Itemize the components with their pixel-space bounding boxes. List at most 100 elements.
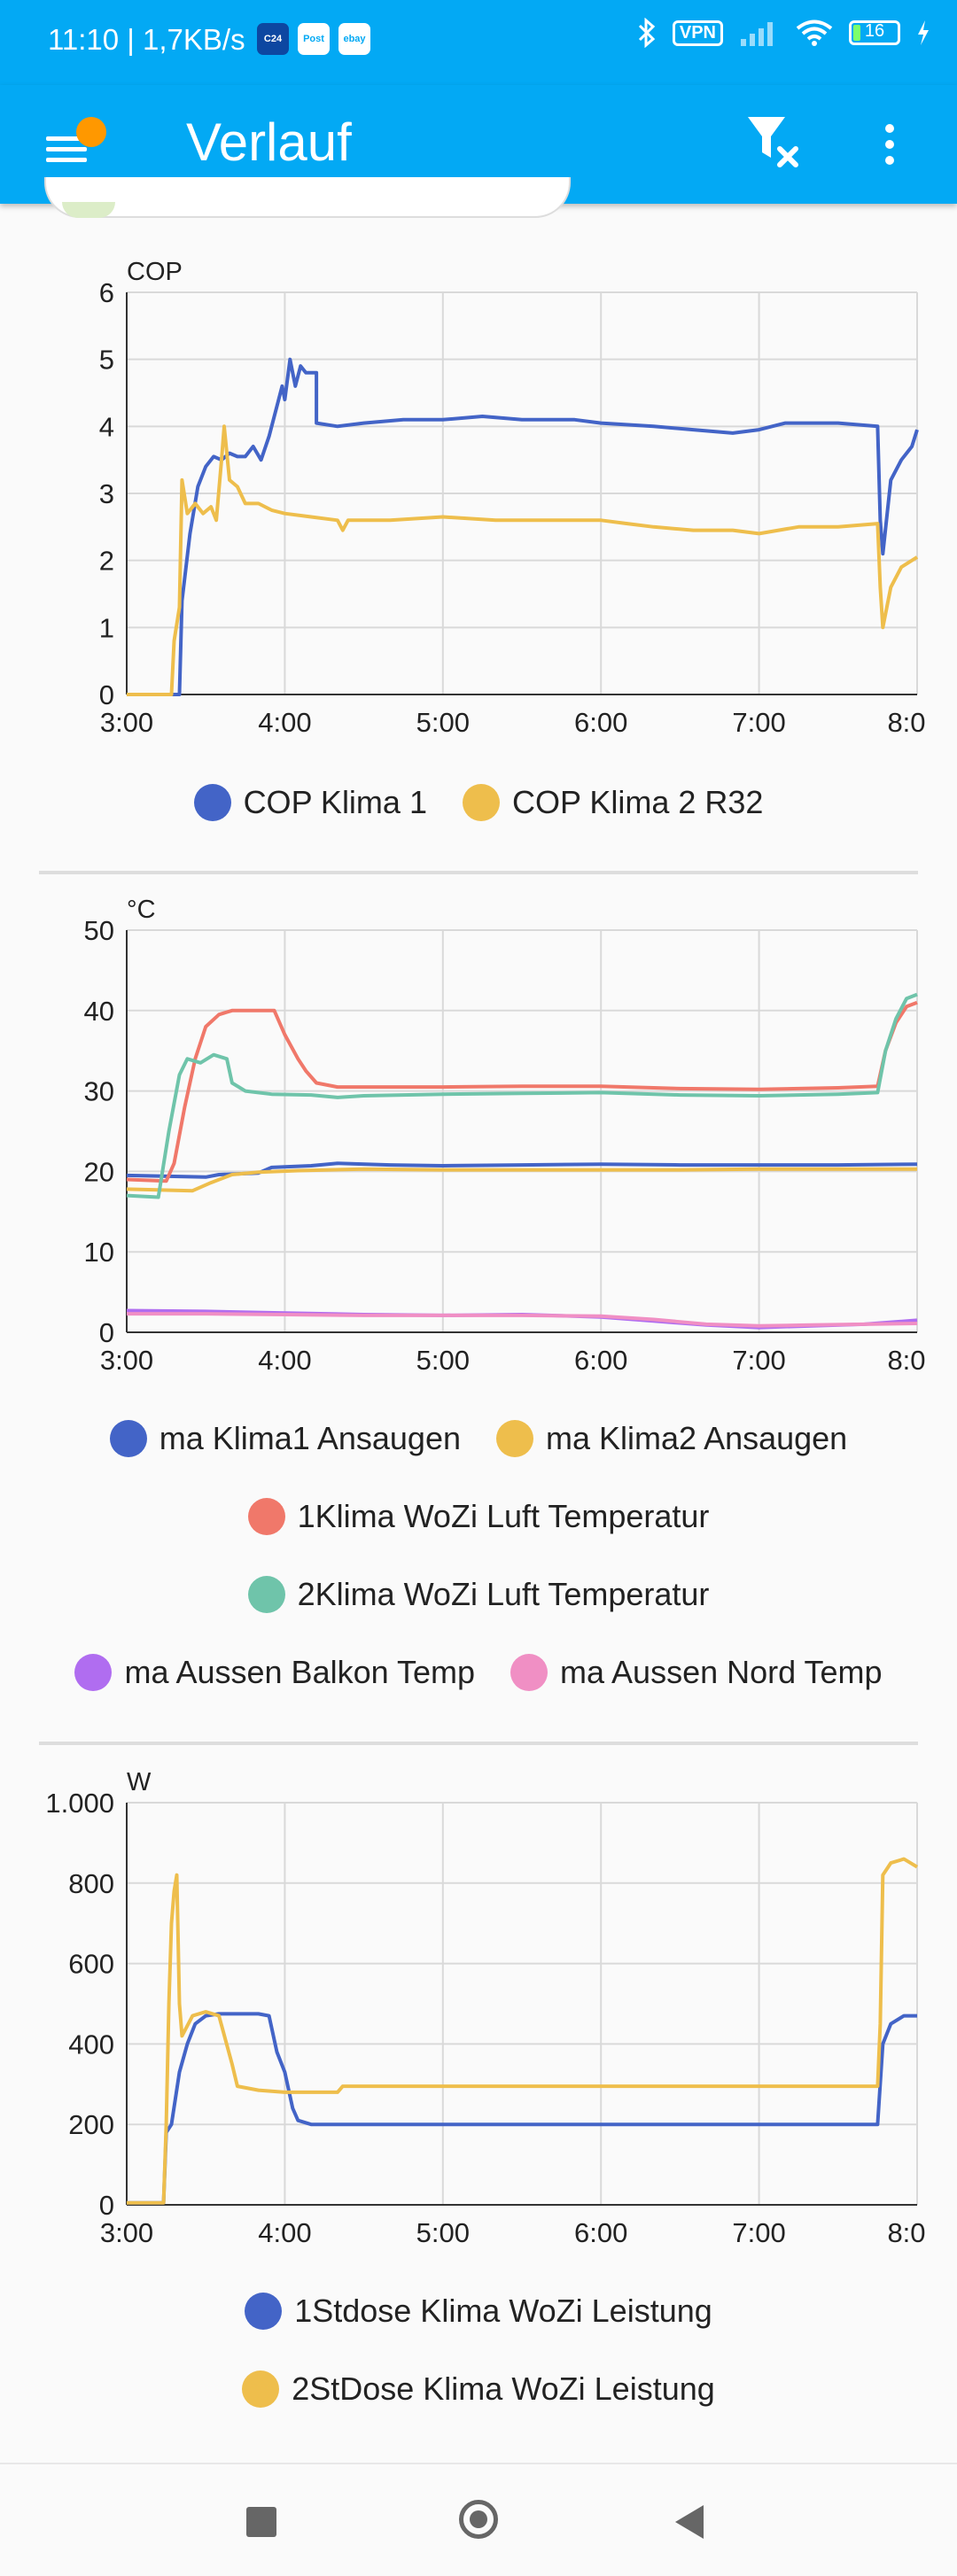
legend-label: ma Klima1 Ansaugen [159,1420,461,1456]
x-tick-label: 4:00 [258,2217,311,2248]
charging-icon [918,20,929,45]
power-legend: 1Stdose Klima WoZi Leistung 2StDose Klim… [0,2272,957,2428]
notification-icons: C24 Post ebay [257,23,370,55]
section-divider [39,871,918,874]
legend-color-dot [109,1420,147,1457]
legend-item[interactable]: 2StDose Klima WoZi Leistung [242,2370,715,2408]
legend-label: COP Klima 1 [243,784,427,820]
x-tick-label: 6:00 [574,1345,627,1376]
battery-level: 16 [864,21,885,41]
y-tick-label: 2 [99,546,114,577]
y-tick-label: 4 [99,411,114,442]
x-tick-label: 5:00 [416,1345,470,1376]
legend-label: ma Aussen Nord Temp [560,1654,883,1690]
x-tick-label: 7:00 [732,2217,785,2248]
y-tick-label: 5 [99,345,114,376]
series-line [127,1857,919,2205]
x-tick-label: 6:00 [574,707,627,738]
x-tick-label: 8:0 [887,1345,925,1376]
legend-item[interactable]: ma Klima1 Ansaugen [109,1420,461,1457]
y-tick-label: 200 [68,2109,114,2140]
legend-color-dot [245,2293,283,2330]
y-tick-label: 50 [84,915,114,946]
home-button[interactable] [459,2500,498,2539]
legend-label: COP Klima 2 R32 [511,784,764,820]
x-tick-label: 3:00 [100,2217,153,2248]
series-line [126,992,918,1199]
x-tick-label: 3:00 [100,1345,153,1376]
legend-label: 2StDose Klima WoZi Leistung [292,2370,715,2407]
legend-item[interactable]: COP Klima 1 [193,784,427,821]
c24-app-icon: C24 [257,23,289,55]
legend-item[interactable]: ma Aussen Balkon Temp [74,1654,475,1691]
y-tick-label: 30 [84,1076,114,1107]
post-app-icon: Post [298,23,330,55]
legend-color-dot [193,784,231,821]
series-line [127,2012,917,2205]
x-tick-label: 5:00 [416,2217,470,2248]
y-tick-label: 1 [99,612,114,643]
x-tick-label: 4:00 [258,707,311,738]
battery-icon: 16 [849,20,900,45]
x-tick-label: 5:00 [416,707,470,738]
more-options-button[interactable] [858,108,920,179]
series-line [127,424,919,696]
legend-item[interactable]: ma Klima2 Ansaugen [496,1420,847,1457]
legend-color-dot [242,2370,280,2408]
y-tick-label: 6 [99,277,114,308]
clear-filter-button[interactable] [741,108,812,179]
x-tick-label: 7:00 [732,1345,785,1376]
menu-button[interactable] [41,117,106,179]
legend-item[interactable]: 1Stdose Klima WoZi Leistung [245,2293,712,2330]
x-tick-label: 8:0 [887,707,925,738]
y-tick-label: 3 [99,478,114,509]
legend-item[interactable]: 2Klima WoZi Luft Temperatur [247,1576,710,1613]
y-tick-label: 600 [68,1949,114,1980]
y-tick-label: 10 [84,1237,114,1268]
signal-icon [741,22,773,46]
legend-label: 1Klima WoZi Luft Temperatur [297,1498,710,1534]
chip-icon [62,202,115,218]
legend-color-dot [510,1654,549,1691]
x-tick-label: 3:00 [100,707,153,738]
vpn-badge: VPN [672,19,723,46]
filter-off-icon [748,117,798,167]
y-tick-label: 0 [99,1317,114,1348]
legend-item[interactable]: COP Klima 2 R32 [462,784,764,821]
temperature-chart: 0 10 20 30 40 50 3:00 4:00 5:00 6:00 7:00 8:0 °C [84,896,926,1376]
legend-color-dot [74,1654,113,1691]
y-unit-label: °C [127,896,156,924]
legend-item[interactable]: 1Klima WoZi Luft Temperatur [247,1498,710,1535]
y-tick-label: 1.000 [45,1788,114,1819]
cop-legend: COP Klima 1 COP Klima 2 R32 [0,764,957,842]
x-tick-label: 6:00 [574,2217,627,2248]
status-bar: 11:10 | 1,7KB/s C24 Post ebay VPN 16 [0,0,957,85]
navigation-bar [0,2463,957,2576]
legend-label: ma Aussen Balkon Temp [124,1654,476,1690]
power-chart: 0 200 400 600 800 1.000 3:00 4:00 5:00 6:00 7:00 8:… [45,1768,925,2248]
legend-label: ma Klima2 Ansaugen [546,1420,848,1456]
legend-label: 1Stdose Klima WoZi Leistung [294,2293,712,2329]
bluetooth-icon [638,18,656,48]
series-line [127,1312,918,1328]
legend-label: 2Klima WoZi Luft Temperatur [297,1576,710,1612]
temperature-legend: ma Klima1 Ansaugen ma Klima2 Ansaugen 1K… [0,1400,957,1711]
section-divider [39,1742,918,1745]
x-tick-label: 4:00 [258,1345,311,1376]
status-time: 11:10 | 1,7KB/s [48,23,245,56]
back-button[interactable] [675,2505,704,2539]
series-line [126,1000,918,1183]
legend-color-dot [247,1498,285,1535]
notification-dot [76,117,106,147]
system-icons: VPN 16 [637,18,930,48]
ebay-app-icon: ebay [338,23,370,55]
y-tick-label: 0 [99,2190,114,2221]
y-tick-label: 0 [99,679,114,710]
x-tick-label: 7:00 [732,707,785,738]
legend-item[interactable]: ma Aussen Nord Temp [510,1654,883,1691]
recents-button[interactable] [246,2507,276,2537]
date-range-chip[interactable] [44,177,571,218]
page-title: Verlauf [186,113,352,172]
x-tick-label: 8:0 [887,2217,925,2248]
y-tick-label: 800 [68,1868,114,1899]
